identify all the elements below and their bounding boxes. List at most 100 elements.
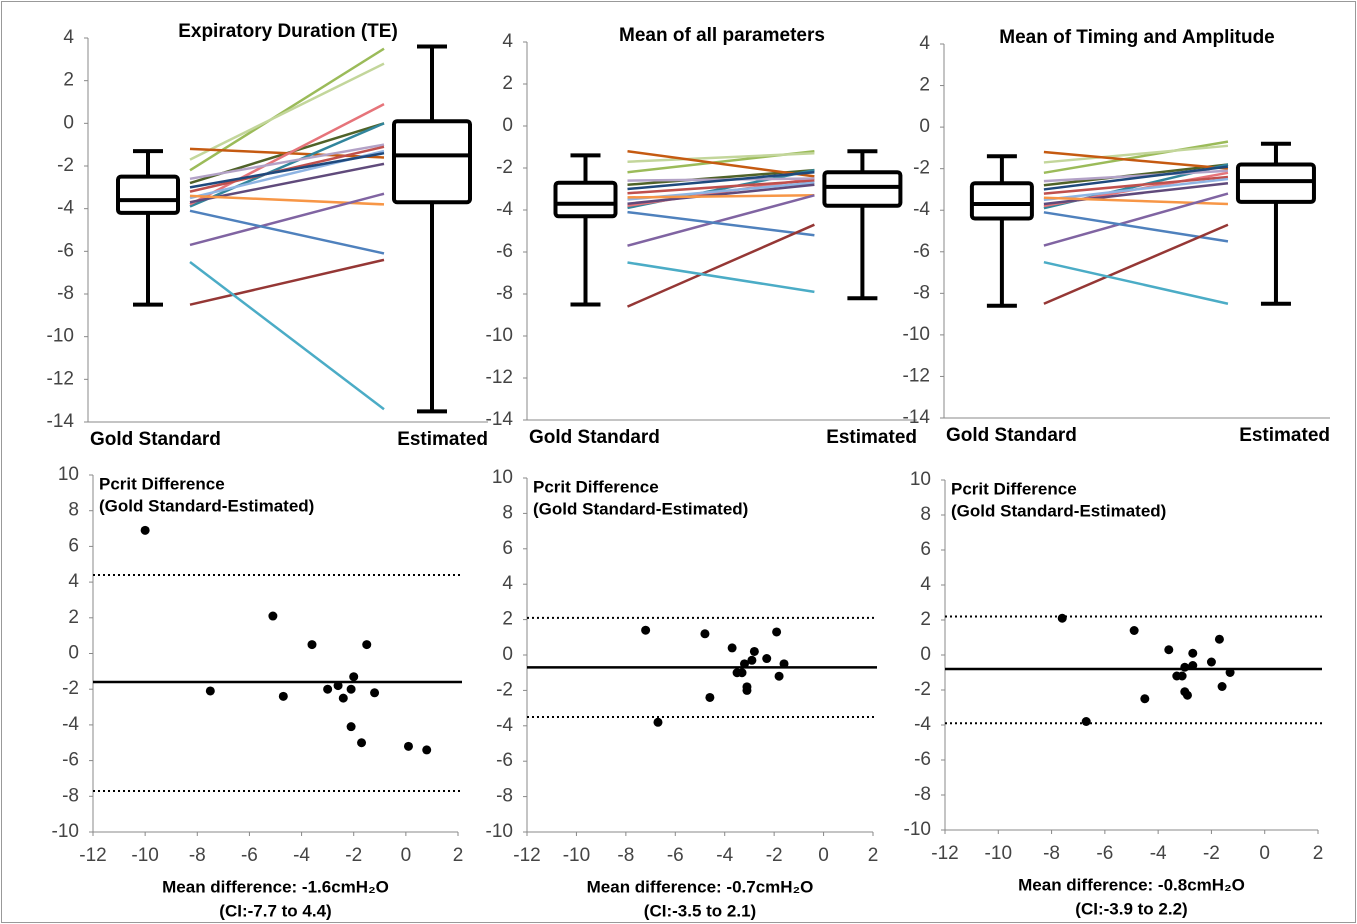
point [1188, 661, 1198, 670]
x-tick-label: Gold Standard [946, 425, 1077, 446]
x-axis-label: (CI:-3.9 to 2.2) [1075, 899, 1187, 918]
point [641, 625, 651, 635]
y-tick-label: -10 [904, 819, 931, 840]
x-tick-label: 0 [1259, 843, 1270, 864]
x-tick-label: -6 [1096, 843, 1113, 864]
point [1188, 648, 1198, 658]
paired-line [627, 183, 815, 205]
y-tick-label: -6 [496, 241, 513, 262]
y-tick-label: -2 [914, 679, 931, 700]
y-tick-label: 4 [502, 573, 513, 594]
paired-line [1043, 223, 1229, 305]
y-tick-label: 4 [919, 33, 930, 54]
y-tick-label: 10 [58, 464, 79, 485]
point [362, 640, 372, 650]
paired-line [1043, 192, 1229, 247]
point [1081, 717, 1091, 726]
paired-line [1043, 175, 1229, 195]
paired-line [189, 151, 385, 189]
x-tick-label: -6 [667, 845, 684, 866]
x-tick-label: Gold Standard [90, 429, 221, 450]
y-tick-label: -10 [486, 325, 513, 346]
point [774, 671, 784, 681]
paired-line [1043, 177, 1229, 202]
y-tick-label: -8 [57, 283, 74, 304]
point [653, 717, 663, 727]
y-tick-label: -4 [496, 199, 513, 220]
point [1180, 662, 1190, 672]
x-tick-label: Estimated [1239, 425, 1330, 446]
point [772, 627, 782, 637]
point [1140, 694, 1150, 704]
point [1129, 626, 1139, 635]
point [1057, 613, 1067, 623]
y-tick-label: -4 [57, 198, 74, 219]
y-tick-label: -14 [486, 409, 514, 430]
y-tick-label: -4 [62, 714, 79, 735]
y-tick-label: -8 [62, 785, 79, 806]
point [278, 691, 288, 701]
y-tick-label: 0 [502, 115, 513, 136]
y-tick-label: -4 [914, 714, 931, 735]
point [779, 659, 789, 669]
x-tick-label: Estimated [397, 429, 488, 450]
y-tick-label: -12 [47, 368, 74, 389]
y-tick-label: -14 [47, 411, 75, 432]
y-tick-label: 0 [68, 643, 79, 664]
y-tick-label: 6 [68, 535, 79, 556]
y-tick-label: -8 [496, 786, 513, 807]
point [700, 629, 710, 639]
x-tick-label: Estimated [826, 427, 917, 448]
x-tick-label: -12 [931, 843, 958, 864]
point [307, 640, 317, 650]
y-tick-label: -6 [496, 750, 513, 771]
x-tick-label: -4 [1150, 843, 1167, 864]
paired-line [627, 210, 815, 237]
paired-line [189, 122, 385, 208]
paired-line [189, 162, 385, 204]
panel-title: (Gold Standard-Estimated) [951, 501, 1166, 520]
y-tick-label: -10 [47, 326, 74, 347]
point [205, 686, 215, 696]
point [403, 741, 413, 751]
x-axis-label: (CI:-3.5 to 2.1) [644, 901, 756, 920]
point [268, 611, 278, 621]
x-axis-label: (CI:-7.7 to 4.4) [219, 901, 331, 920]
x-tick-label: -8 [1043, 843, 1060, 864]
x-tick-label: -4 [716, 845, 733, 866]
paired-line [627, 152, 815, 163]
paired-line [1043, 211, 1229, 243]
y-tick-label: -4 [913, 199, 930, 220]
y-tick-label: 4 [68, 571, 79, 592]
paired-line [627, 149, 815, 178]
x-tick-label: -10 [131, 845, 158, 866]
point [422, 745, 432, 755]
y-tick-label: -8 [914, 784, 931, 805]
box [1235, 162, 1316, 204]
x-tick-label: -8 [617, 845, 634, 866]
point [357, 738, 367, 748]
box [392, 119, 472, 205]
panel-title: Pcrit Difference [951, 479, 1077, 498]
y-tick-label: 6 [502, 538, 513, 559]
point [1225, 668, 1235, 677]
y-tick-label: -2 [913, 158, 930, 179]
y-tick-label: -10 [486, 821, 513, 842]
panel-title: (Gold Standard-Estimated) [99, 496, 314, 515]
point [346, 684, 356, 694]
x-tick-label: -2 [345, 845, 362, 866]
paired-line [1043, 144, 1229, 164]
y-tick-label: 10 [492, 467, 513, 488]
y-tick-label: -6 [914, 749, 931, 770]
paired-line [1043, 140, 1229, 175]
y-tick-label: -6 [62, 750, 79, 771]
x-tick-label: -2 [766, 845, 783, 866]
y-tick-label: -2 [57, 155, 74, 176]
y-tick-label: -12 [903, 365, 930, 386]
y-tick-label: 2 [502, 609, 513, 630]
paired-line [189, 261, 385, 411]
point [747, 655, 757, 665]
y-tick-label: 4 [920, 574, 931, 595]
